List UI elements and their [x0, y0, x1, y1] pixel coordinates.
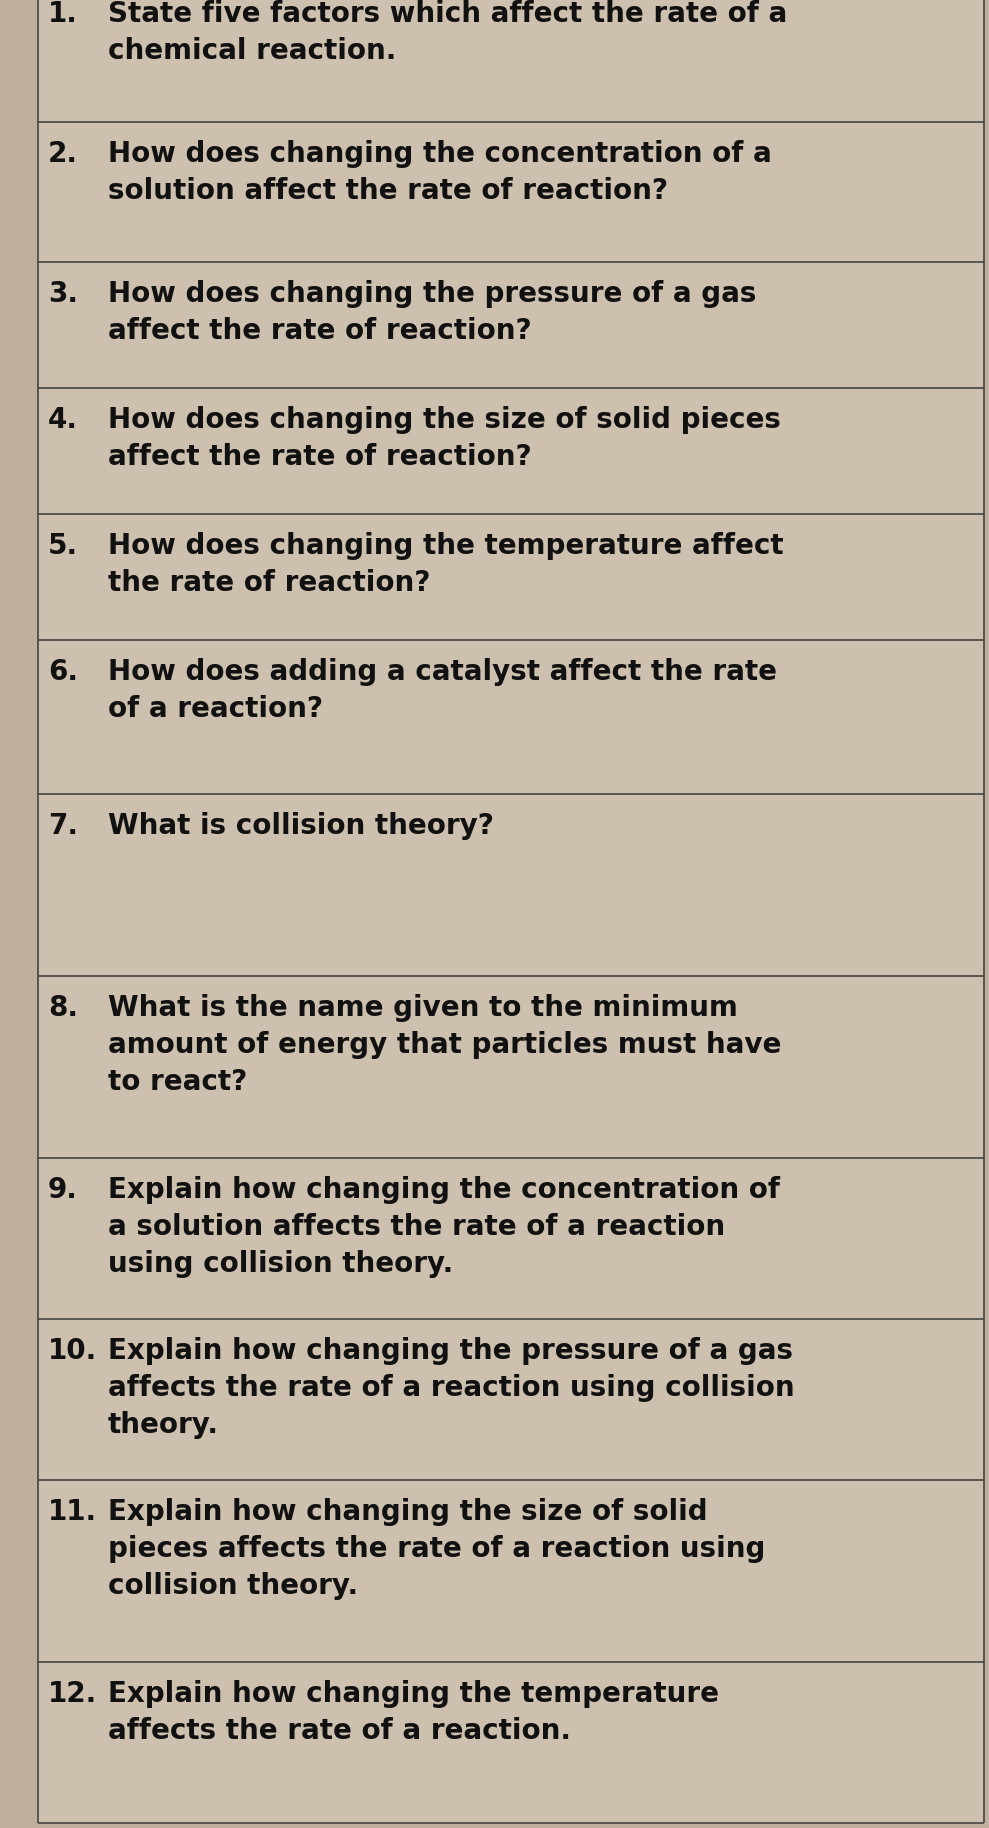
Text: How does adding a catalyst affect the rate
of a reaction?: How does adding a catalyst affect the ra…: [108, 658, 777, 722]
Text: 3.: 3.: [48, 280, 78, 307]
Bar: [38, 1320, 984, 1481]
Text: 9.: 9.: [48, 1175, 78, 1205]
Bar: [38, 1662, 984, 1823]
Text: Explain how changing the concentration of
a solution affects the rate of a react: Explain how changing the concentration o…: [108, 1175, 780, 1278]
Text: 6.: 6.: [48, 658, 78, 686]
Text: 5.: 5.: [48, 532, 78, 559]
Bar: [38, 388, 984, 514]
Text: 4.: 4.: [48, 406, 78, 433]
Text: How does changing the pressure of a gas
affect the rate of reaction?: How does changing the pressure of a gas …: [108, 280, 757, 345]
Bar: [38, 1481, 984, 1662]
Text: 2.: 2.: [48, 141, 78, 168]
Text: What is collision theory?: What is collision theory?: [108, 812, 494, 841]
Bar: [38, 976, 984, 1157]
Text: 8.: 8.: [48, 994, 78, 1022]
Text: State five factors which affect the rate of a
chemical reaction.: State five factors which affect the rate…: [108, 0, 787, 64]
Bar: [38, 261, 984, 388]
Bar: [38, 514, 984, 640]
Bar: [38, 122, 984, 261]
Text: Explain how changing the size of solid
pieces affects the rate of a reaction usi: Explain how changing the size of solid p…: [108, 1497, 765, 1600]
Bar: [38, 793, 984, 976]
Text: 11.: 11.: [48, 1497, 97, 1526]
Text: How does changing the concentration of a
solution affect the rate of reaction?: How does changing the concentration of a…: [108, 141, 771, 205]
Text: 7.: 7.: [48, 812, 78, 841]
Text: What is the name given to the minimum
amount of energy that particles must have
: What is the name given to the minimum am…: [108, 994, 781, 1095]
Text: 1.: 1.: [48, 0, 78, 27]
Text: Explain how changing the pressure of a gas
affects the rate of a reaction using : Explain how changing the pressure of a g…: [108, 1336, 794, 1439]
Text: How does changing the size of solid pieces
affect the rate of reaction?: How does changing the size of solid piec…: [108, 406, 781, 472]
Bar: [38, 0, 984, 122]
Bar: [38, 640, 984, 793]
Text: 12.: 12.: [48, 1680, 97, 1707]
Text: How does changing the temperature affect
the rate of reaction?: How does changing the temperature affect…: [108, 532, 783, 596]
Text: Explain how changing the temperature
affects the rate of a reaction.: Explain how changing the temperature aff…: [108, 1680, 719, 1744]
Bar: [38, 1157, 984, 1320]
Text: 10.: 10.: [48, 1336, 97, 1366]
